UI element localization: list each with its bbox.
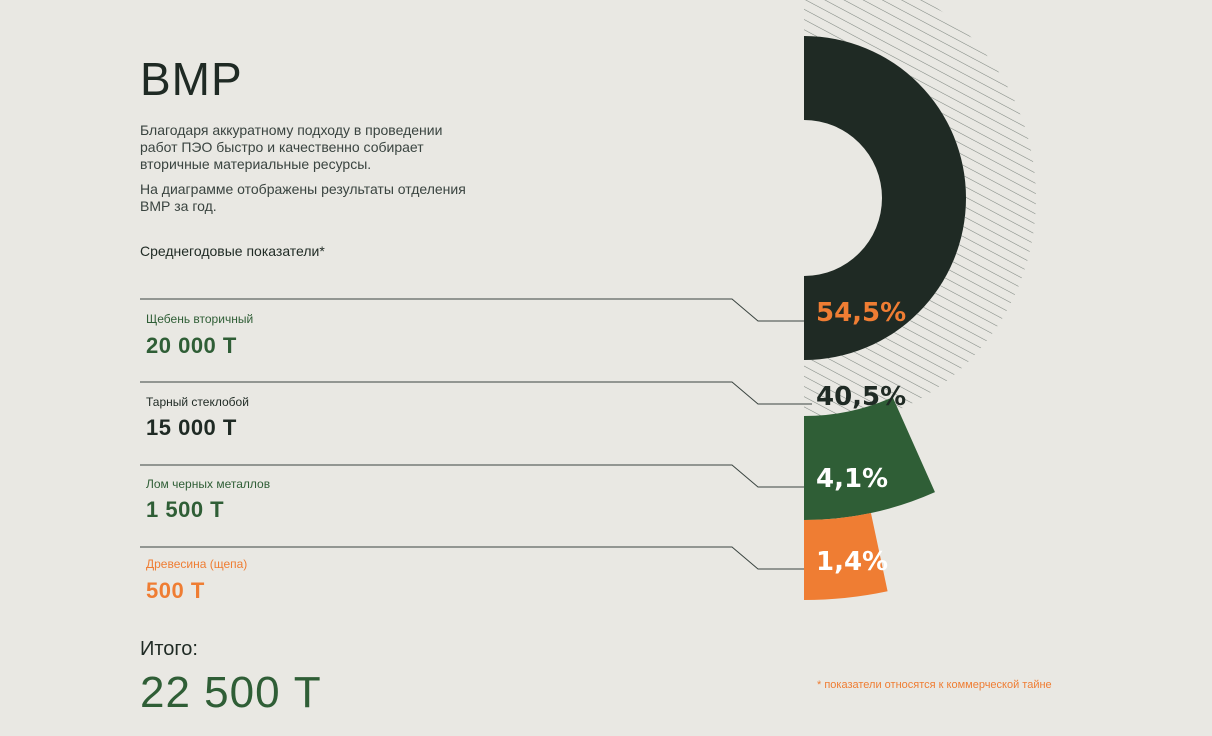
legend-value-crushed-stone: 20 000 Т [146, 333, 237, 358]
chart-label-wood-chips: 1,4% [816, 547, 888, 577]
total-label: Итого: [140, 638, 198, 660]
footnote: * показатели относятся к коммерческой та… [817, 679, 1052, 691]
legend-label-crushed-stone: Щебень вторичный [146, 312, 254, 326]
intro-paragraph-1: Благодаря аккуратному подходу в проведен… [140, 122, 443, 172]
legend-label-ferrous-scrap: Лом черных металлов [146, 477, 271, 491]
total-value: 22 500 Т [140, 668, 322, 717]
chart-segment-ferrous-scrap [804, 397, 935, 520]
legend-value-wood-chips: 500 Т [146, 578, 205, 603]
chart-segment-glass-cullet [804, 0, 1036, 430]
page-title: ВМР [140, 53, 243, 105]
intro-text: Благодаря аккуратному подходу в проведен… [140, 122, 480, 223]
chart-segment-wood-chips [804, 512, 888, 600]
chart-label-crushed-stone: 54,5% [816, 298, 906, 328]
chart-label-glass-cullet: 40,5% [816, 382, 906, 412]
subheading: Среднегодовые показатели* [140, 243, 325, 259]
legend-value-ferrous-scrap: 1 500 Т [146, 497, 225, 522]
chart-label-ferrous-scrap: 4,1% [816, 464, 888, 494]
legend-label-wood-chips: Древесина (щепа) [146, 557, 248, 571]
legend-value-glass-cullet: 15 000 Т [146, 415, 237, 440]
intro-paragraph-2: На диаграмме отображены результаты отдел… [140, 181, 466, 214]
legend-label-glass-cullet: Тарный стеклобой [146, 395, 249, 409]
chart-segment-crushed-stone [804, 36, 966, 360]
